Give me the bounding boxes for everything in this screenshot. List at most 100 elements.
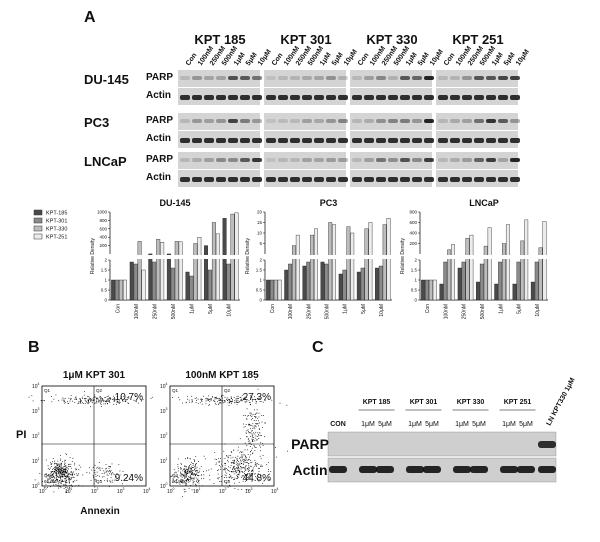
- event-dot: [214, 401, 216, 402]
- event-dot: [192, 463, 194, 465]
- event-dot: [94, 486, 96, 488]
- event-dot: [65, 471, 67, 473]
- event-dot: [238, 470, 240, 471]
- event-dot: [250, 428, 251, 430]
- event-dot: [56, 469, 57, 471]
- event-dot: [239, 452, 241, 454]
- event-dot: [244, 398, 246, 399]
- event-dot: [196, 470, 197, 472]
- lane-label: 5μM: [503, 52, 517, 68]
- event-dot: [256, 465, 257, 467]
- blot-band: [216, 138, 226, 143]
- event-dot: [52, 473, 54, 475]
- event-dot: [236, 402, 238, 403]
- blot-band: [290, 138, 300, 143]
- event-dot: [183, 469, 185, 470]
- blot-band: [498, 158, 508, 162]
- event-dot: [246, 436, 247, 438]
- event-dot: [279, 402, 281, 404]
- event-dot: [75, 469, 77, 471]
- event-dot: [240, 459, 242, 461]
- event-dot: [252, 418, 253, 419]
- blot-band: [266, 177, 276, 182]
- bar: [483, 245, 488, 301]
- event-dot: [107, 399, 109, 401]
- event-dot: [248, 441, 250, 442]
- event-dot: [74, 464, 75, 466]
- event-dot: [185, 401, 187, 403]
- event-dot: [64, 467, 66, 469]
- event-dot: [181, 485, 183, 487]
- event-dot: [192, 473, 194, 475]
- event-dot: [63, 481, 64, 482]
- event-dot: [233, 461, 235, 463]
- event-dot: [270, 471, 272, 472]
- event-dot: [241, 489, 243, 490]
- event-dot: [230, 401, 232, 402]
- event-dot: [93, 398, 95, 400]
- event-dot: [78, 402, 80, 404]
- event-dot: [252, 441, 254, 442]
- event-dot: [253, 432, 254, 434]
- blot-band: [364, 95, 374, 100]
- event-dot: [176, 481, 178, 483]
- event-dot: [227, 460, 228, 461]
- event-dot: [185, 458, 186, 460]
- axis-tick-exp: 2: [225, 487, 227, 491]
- event-dot: [236, 400, 237, 402]
- event-dot: [241, 456, 243, 458]
- event-dot: [64, 469, 65, 470]
- event-dot: [187, 471, 189, 473]
- event-dot: [67, 487, 69, 489]
- event-dot: [173, 469, 175, 471]
- bar: [204, 245, 208, 301]
- event-dot: [181, 463, 182, 465]
- event-dot: [258, 438, 260, 439]
- event-dot: [238, 400, 240, 402]
- axis-tick-exp: 3: [166, 407, 168, 411]
- event-dot: [177, 468, 179, 469]
- event-dot: [191, 489, 193, 491]
- event-dot: [89, 397, 90, 399]
- event-dot: [184, 465, 186, 467]
- event-dot: [224, 401, 225, 403]
- treatment-header: KPT 301: [410, 399, 438, 406]
- event-dot: [59, 486, 61, 487]
- event-dot: [58, 472, 60, 474]
- event-dot: [58, 470, 60, 472]
- event-dot: [262, 482, 263, 484]
- event-dot: [224, 396, 226, 398]
- event-dot: [236, 467, 237, 469]
- chart-title: PC3: [320, 198, 338, 208]
- event-dot: [191, 395, 193, 397]
- event-dot: [48, 469, 50, 470]
- event-dot: [196, 472, 198, 474]
- event-dot: [62, 472, 64, 473]
- event-dot: [218, 469, 219, 471]
- event-dot: [133, 399, 135, 401]
- blot-band: [486, 158, 496, 162]
- event-dot: [119, 474, 121, 476]
- blot-strip: [350, 70, 432, 87]
- event-dot: [226, 397, 228, 399]
- event-dot: [230, 455, 232, 457]
- event-dot: [191, 468, 192, 470]
- event-dot: [114, 399, 115, 401]
- event-dot: [230, 451, 232, 452]
- event-dot: [66, 482, 68, 483]
- bar: [185, 271, 190, 301]
- event-dot: [57, 465, 58, 467]
- event-dot: [96, 402, 98, 404]
- event-dot: [135, 401, 137, 403]
- event-dot: [201, 401, 203, 402]
- blot-band: [388, 158, 398, 162]
- event-dot: [110, 471, 111, 473]
- bar: [111, 279, 116, 301]
- event-dot: [59, 471, 61, 473]
- event-dot: [99, 399, 101, 401]
- event-dot: [95, 480, 97, 482]
- blot-band: [352, 76, 362, 80]
- legend-swatch: [33, 225, 43, 232]
- event-dot: [96, 467, 98, 469]
- event-dot: [47, 479, 48, 481]
